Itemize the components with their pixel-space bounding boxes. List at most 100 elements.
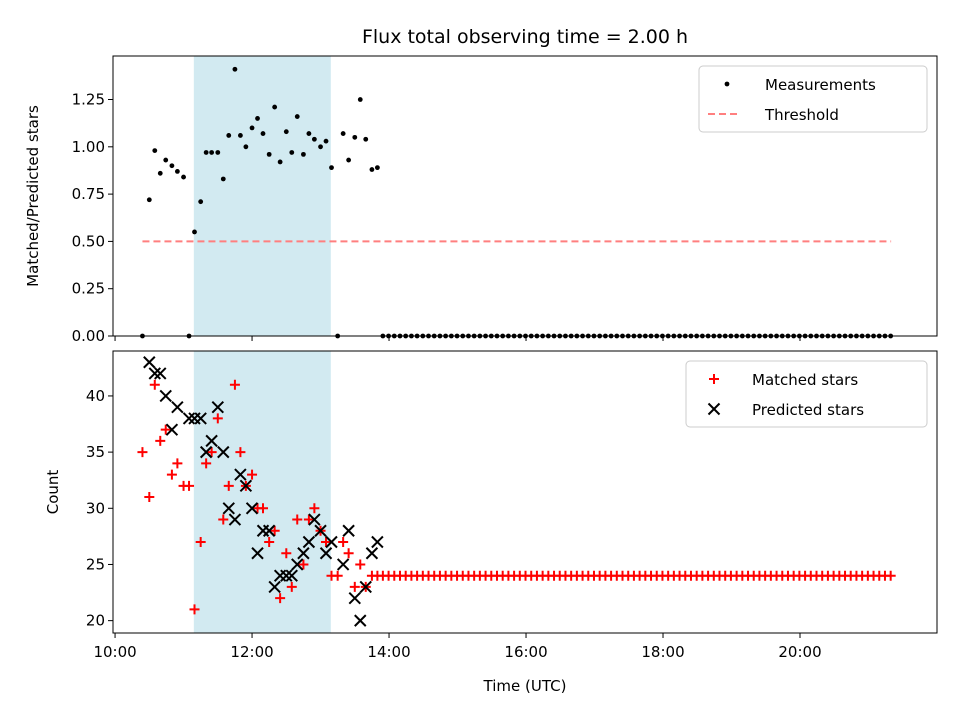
legend-swatch-matched-stars <box>709 374 719 384</box>
predicted-point <box>280 569 293 582</box>
data-point <box>283 129 289 135</box>
predicted-point <box>182 412 196 425</box>
y-tick-label: 1.00 <box>72 138 105 156</box>
predicted-point <box>199 445 213 459</box>
predicted-point <box>336 558 350 571</box>
data-point <box>152 148 158 153</box>
matched-point <box>269 525 280 536</box>
data-point <box>255 116 260 121</box>
matched-point <box>303 514 314 525</box>
predicted-point <box>371 535 384 549</box>
predicted-point <box>154 367 167 380</box>
data-point <box>174 169 180 174</box>
y-tick-label: 30 <box>86 499 105 517</box>
predicted-point <box>159 389 172 403</box>
predicted-point <box>268 580 281 594</box>
legend-label-measurements: Measurements <box>765 76 876 94</box>
data-point <box>163 157 169 163</box>
x-tick-label: 20:00 <box>778 643 821 661</box>
series-predicted-stars <box>143 356 384 627</box>
legend-label-matched-stars: Matched stars <box>752 371 858 389</box>
predicted-point <box>148 367 161 380</box>
data-point <box>301 151 306 157</box>
matched-point <box>292 514 303 525</box>
predicted-point <box>228 513 242 526</box>
legend: Matched stars Predicted stars <box>685 360 928 428</box>
data-point <box>232 66 238 72</box>
matched-point <box>160 424 171 435</box>
series-matched-stars <box>137 379 896 615</box>
data-point <box>169 163 175 169</box>
predicted-point <box>285 569 298 582</box>
matched-point <box>229 379 240 390</box>
matched-point <box>275 593 286 604</box>
axes-frame <box>112 350 938 634</box>
predicted-point <box>325 535 338 549</box>
predicted-point <box>354 614 367 627</box>
predicted-point <box>194 412 207 425</box>
matched-point <box>321 536 332 547</box>
data-point <box>363 136 369 142</box>
predicted-point <box>165 423 179 436</box>
observing-window-span <box>193 56 331 336</box>
data-point <box>277 159 283 165</box>
data-point <box>352 134 358 140</box>
observing-window-span <box>193 351 331 633</box>
data-point <box>289 150 295 155</box>
matched-point <box>223 480 234 491</box>
data-point <box>249 125 255 131</box>
matched-point <box>247 469 258 480</box>
bottom-panel: 20 25 30 35 40 10:00 12:00 14:00 16:00 18:00 20:00… <box>44 350 938 661</box>
y-tick-label: 0.25 <box>72 280 105 298</box>
predicted-point <box>319 547 333 560</box>
legend-swatch-predicted-stars <box>707 402 721 416</box>
chart-title: Flux total observing time = 2.00 h <box>362 26 688 48</box>
predicted-point <box>302 535 316 549</box>
matched-point <box>281 548 292 559</box>
data-point <box>272 104 278 110</box>
x-tick-label: 12:00 <box>230 643 273 661</box>
matched-point <box>184 480 195 491</box>
matched-point <box>212 413 223 424</box>
predicted-point <box>291 558 304 571</box>
matched-point <box>332 570 343 581</box>
predicted-point <box>245 502 259 515</box>
predicted-point <box>348 591 361 605</box>
predicted-point <box>234 468 247 481</box>
y-tick-label: 35 <box>86 443 105 461</box>
y-tick-label: 1.25 <box>72 91 105 109</box>
x-tick-label: 16:00 <box>504 643 547 661</box>
predicted-point <box>359 580 372 594</box>
matched-point <box>218 514 229 525</box>
matched-point <box>349 581 360 592</box>
predicted-point <box>171 400 184 414</box>
predicted-point <box>314 524 327 537</box>
data-point <box>198 199 204 205</box>
predicted-point <box>297 547 310 560</box>
predicted-point <box>222 502 235 515</box>
top-panel: 0.00 0.25 0.50 0.75 1.00 1.25 Matched/Predicte… <box>24 55 938 345</box>
data-point <box>369 167 375 172</box>
predicted-point <box>143 356 156 369</box>
predicted-point <box>308 513 321 526</box>
matched-point <box>149 379 160 390</box>
data-point <box>238 133 243 138</box>
x-axis-label: Time (UTC) <box>483 677 567 695</box>
data-point <box>157 170 163 176</box>
data-point <box>203 150 209 155</box>
matched-point <box>338 536 349 547</box>
y-tick-label: 0.75 <box>72 185 105 203</box>
matched-point <box>206 447 217 458</box>
x-tick-label: 18:00 <box>641 643 684 661</box>
matched-point <box>189 604 200 615</box>
legend-label-predicted-stars: Predicted stars <box>752 401 864 419</box>
data-point <box>226 133 232 138</box>
data-point <box>306 131 312 136</box>
data-point <box>181 174 186 180</box>
matched-point <box>258 503 269 514</box>
matched-point <box>166 469 177 480</box>
data-point <box>318 144 323 150</box>
y-tick-label: 0.00 <box>72 327 105 345</box>
predicted-point <box>217 445 230 459</box>
